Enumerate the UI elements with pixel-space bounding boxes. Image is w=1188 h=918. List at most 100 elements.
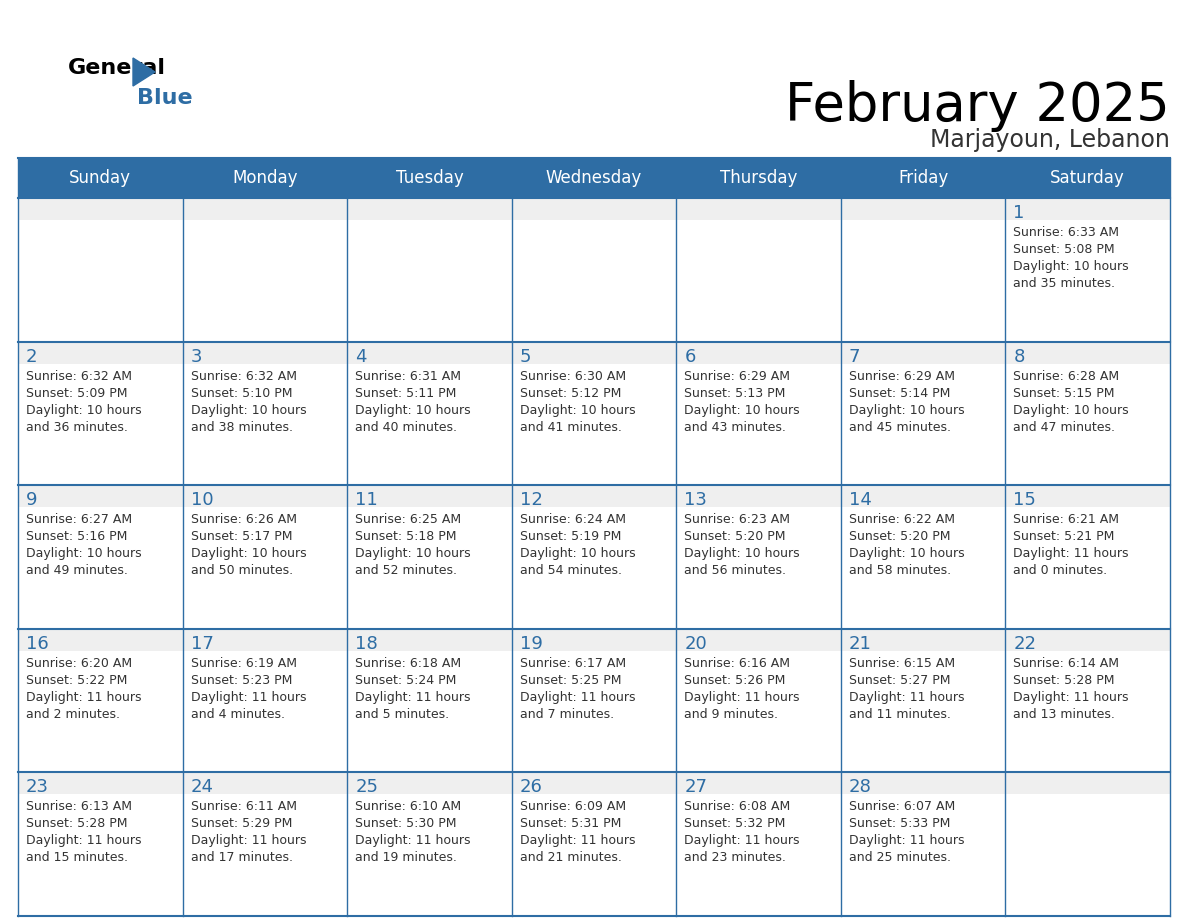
Text: 28: 28 bbox=[849, 778, 872, 797]
Bar bbox=[18, 364, 183, 486]
Bar bbox=[18, 772, 183, 794]
Bar bbox=[841, 629, 1005, 651]
Text: 11: 11 bbox=[355, 491, 378, 509]
Bar bbox=[1005, 508, 1170, 629]
Text: Sunrise: 6:25 AM: Sunrise: 6:25 AM bbox=[355, 513, 461, 526]
Text: Thursday: Thursday bbox=[720, 169, 797, 187]
Text: Sunrise: 6:19 AM: Sunrise: 6:19 AM bbox=[190, 656, 297, 670]
Text: General: General bbox=[68, 58, 166, 78]
Text: Sunrise: 6:20 AM: Sunrise: 6:20 AM bbox=[26, 656, 132, 670]
Bar bbox=[183, 198, 347, 220]
Bar bbox=[347, 220, 512, 341]
Bar bbox=[841, 651, 1005, 772]
Bar bbox=[1005, 341, 1170, 364]
Text: and 23 minutes.: and 23 minutes. bbox=[684, 851, 786, 865]
Bar bbox=[347, 794, 512, 916]
Text: Sunrise: 6:30 AM: Sunrise: 6:30 AM bbox=[519, 370, 626, 383]
Text: and 0 minutes.: and 0 minutes. bbox=[1013, 565, 1107, 577]
Text: 24: 24 bbox=[190, 778, 214, 797]
Text: Sunrise: 6:28 AM: Sunrise: 6:28 AM bbox=[1013, 370, 1119, 383]
Bar bbox=[512, 651, 676, 772]
Bar bbox=[512, 486, 676, 508]
Text: and 5 minutes.: and 5 minutes. bbox=[355, 708, 449, 721]
Bar bbox=[347, 341, 512, 364]
Text: Blue: Blue bbox=[137, 88, 192, 108]
Bar bbox=[512, 629, 676, 651]
Text: Sunset: 5:16 PM: Sunset: 5:16 PM bbox=[26, 531, 127, 543]
Bar bbox=[18, 158, 183, 198]
Text: Sunset: 5:12 PM: Sunset: 5:12 PM bbox=[519, 386, 621, 399]
Text: and 35 minutes.: and 35 minutes. bbox=[1013, 277, 1116, 290]
Text: and 15 minutes.: and 15 minutes. bbox=[26, 851, 128, 865]
Bar bbox=[676, 508, 841, 629]
Text: Sunrise: 6:18 AM: Sunrise: 6:18 AM bbox=[355, 656, 461, 670]
Bar bbox=[347, 158, 512, 198]
Text: Daylight: 11 hours: Daylight: 11 hours bbox=[190, 834, 307, 847]
Text: Sunset: 5:24 PM: Sunset: 5:24 PM bbox=[355, 674, 456, 687]
Bar bbox=[512, 508, 676, 629]
Text: 27: 27 bbox=[684, 778, 707, 797]
Bar bbox=[18, 629, 183, 651]
Bar bbox=[512, 158, 676, 198]
Text: Sunset: 5:20 PM: Sunset: 5:20 PM bbox=[849, 531, 950, 543]
Text: Sunset: 5:23 PM: Sunset: 5:23 PM bbox=[190, 674, 292, 687]
Bar bbox=[841, 341, 1005, 364]
Text: 8: 8 bbox=[1013, 348, 1025, 365]
Bar bbox=[183, 364, 347, 486]
Bar bbox=[183, 341, 347, 364]
Text: Sunrise: 6:08 AM: Sunrise: 6:08 AM bbox=[684, 800, 790, 813]
Text: Sunset: 5:19 PM: Sunset: 5:19 PM bbox=[519, 531, 621, 543]
Text: Sunrise: 6:10 AM: Sunrise: 6:10 AM bbox=[355, 800, 461, 813]
Text: Sunday: Sunday bbox=[69, 169, 132, 187]
Bar bbox=[18, 220, 183, 341]
Text: and 50 minutes.: and 50 minutes. bbox=[190, 565, 292, 577]
Text: Sunrise: 6:11 AM: Sunrise: 6:11 AM bbox=[190, 800, 297, 813]
Bar bbox=[1005, 220, 1170, 341]
Text: Sunset: 5:33 PM: Sunset: 5:33 PM bbox=[849, 817, 950, 831]
Text: 21: 21 bbox=[849, 635, 872, 653]
Text: and 56 minutes.: and 56 minutes. bbox=[684, 565, 786, 577]
Bar bbox=[676, 794, 841, 916]
Text: Wednesday: Wednesday bbox=[545, 169, 643, 187]
Text: Sunset: 5:11 PM: Sunset: 5:11 PM bbox=[355, 386, 456, 399]
Bar bbox=[1005, 651, 1170, 772]
Text: 6: 6 bbox=[684, 348, 696, 365]
Text: Sunrise: 6:14 AM: Sunrise: 6:14 AM bbox=[1013, 656, 1119, 670]
Text: Daylight: 11 hours: Daylight: 11 hours bbox=[519, 691, 636, 704]
Text: Sunset: 5:28 PM: Sunset: 5:28 PM bbox=[1013, 674, 1114, 687]
Bar bbox=[1005, 486, 1170, 508]
Text: Tuesday: Tuesday bbox=[396, 169, 463, 187]
Text: and 58 minutes.: and 58 minutes. bbox=[849, 565, 950, 577]
Text: Sunset: 5:25 PM: Sunset: 5:25 PM bbox=[519, 674, 621, 687]
Text: 14: 14 bbox=[849, 491, 872, 509]
Bar bbox=[347, 651, 512, 772]
Text: Sunset: 5:15 PM: Sunset: 5:15 PM bbox=[1013, 386, 1114, 399]
Text: Daylight: 10 hours: Daylight: 10 hours bbox=[190, 547, 307, 560]
Bar bbox=[183, 220, 347, 341]
Text: and 4 minutes.: and 4 minutes. bbox=[190, 708, 285, 721]
Bar bbox=[1005, 158, 1170, 198]
Text: Sunrise: 6:26 AM: Sunrise: 6:26 AM bbox=[190, 513, 297, 526]
Text: Daylight: 11 hours: Daylight: 11 hours bbox=[1013, 547, 1129, 560]
Text: Daylight: 10 hours: Daylight: 10 hours bbox=[190, 404, 307, 417]
Text: and 38 minutes.: and 38 minutes. bbox=[190, 420, 292, 433]
Text: 15: 15 bbox=[1013, 491, 1036, 509]
Bar bbox=[183, 772, 347, 794]
Text: 26: 26 bbox=[519, 778, 543, 797]
Bar bbox=[347, 629, 512, 651]
Text: and 25 minutes.: and 25 minutes. bbox=[849, 851, 950, 865]
Text: Sunset: 5:29 PM: Sunset: 5:29 PM bbox=[190, 817, 292, 831]
Text: Daylight: 10 hours: Daylight: 10 hours bbox=[355, 547, 470, 560]
Text: Daylight: 10 hours: Daylight: 10 hours bbox=[1013, 260, 1129, 273]
Bar bbox=[676, 364, 841, 486]
Text: 10: 10 bbox=[190, 491, 213, 509]
Text: Sunrise: 6:23 AM: Sunrise: 6:23 AM bbox=[684, 513, 790, 526]
Bar bbox=[841, 486, 1005, 508]
Bar bbox=[676, 158, 841, 198]
Text: Daylight: 11 hours: Daylight: 11 hours bbox=[684, 691, 800, 704]
Text: Sunset: 5:31 PM: Sunset: 5:31 PM bbox=[519, 817, 621, 831]
Bar bbox=[841, 158, 1005, 198]
Bar bbox=[676, 772, 841, 794]
Text: February 2025: February 2025 bbox=[785, 80, 1170, 132]
Text: Sunset: 5:27 PM: Sunset: 5:27 PM bbox=[849, 674, 950, 687]
